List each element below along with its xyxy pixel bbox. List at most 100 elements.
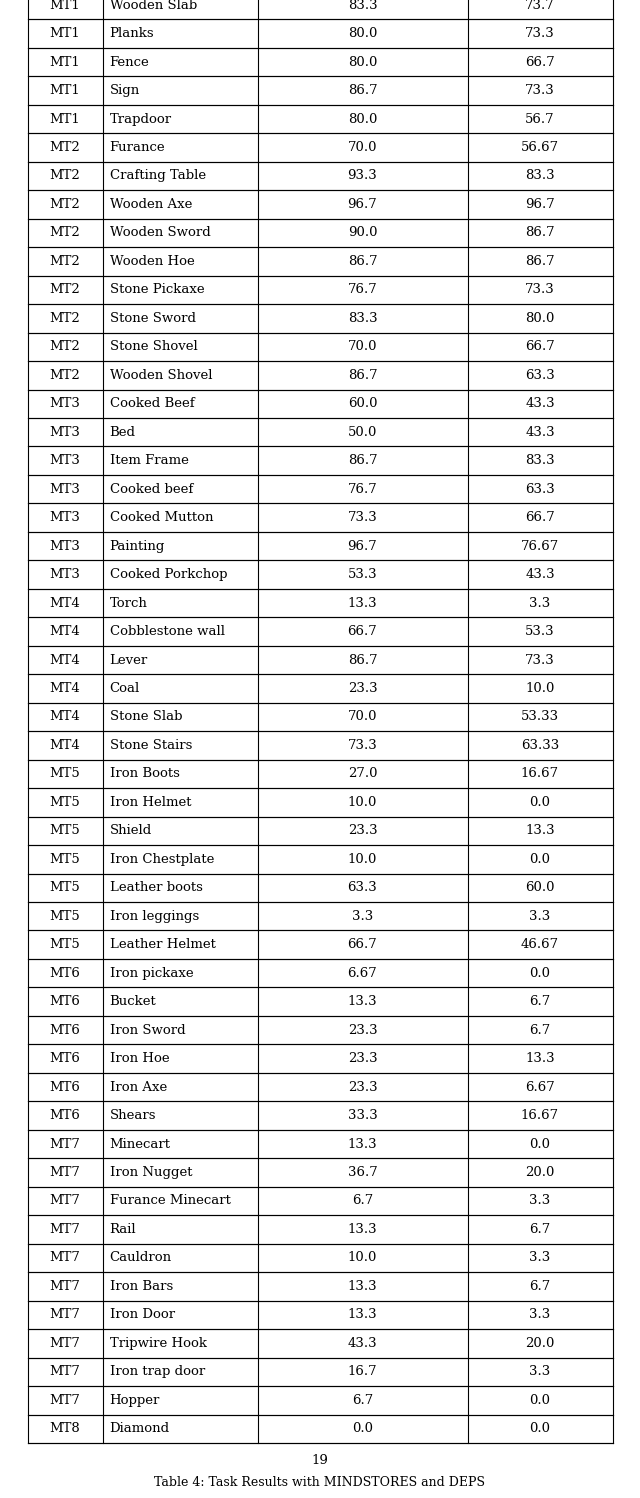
Text: 16.67: 16.67	[521, 1109, 559, 1122]
Text: 23.3: 23.3	[348, 824, 378, 837]
Text: Iron Helmet: Iron Helmet	[109, 795, 191, 809]
Text: 83.3: 83.3	[525, 169, 555, 183]
Text: 53.3: 53.3	[525, 625, 555, 638]
Text: Iron Hoe: Iron Hoe	[109, 1052, 169, 1065]
Text: Wooden Slab: Wooden Slab	[109, 0, 196, 12]
Text: MT1: MT1	[50, 27, 81, 40]
Text: MT2: MT2	[50, 198, 81, 211]
Text: Wooden Shovel: Wooden Shovel	[109, 369, 212, 382]
Text: 13.3: 13.3	[348, 1279, 378, 1293]
Text: 10.0: 10.0	[348, 852, 377, 866]
Text: Cooked Beef: Cooked Beef	[109, 397, 194, 410]
Text: MT2: MT2	[50, 169, 81, 183]
Text: MT7: MT7	[49, 1137, 81, 1150]
Text: Stone Shovel: Stone Shovel	[109, 340, 197, 354]
Text: Iron Axe: Iron Axe	[109, 1080, 167, 1094]
Text: Lever: Lever	[109, 653, 148, 667]
Text: Iron Sword: Iron Sword	[109, 1023, 185, 1037]
Text: Iron trap door: Iron trap door	[109, 1365, 205, 1378]
Text: 10.0: 10.0	[525, 682, 555, 695]
Text: 66.7: 66.7	[525, 340, 555, 354]
Text: 0.0: 0.0	[529, 966, 550, 980]
Text: MT3: MT3	[49, 511, 81, 524]
Text: 0.0: 0.0	[529, 852, 550, 866]
Text: 73.7: 73.7	[525, 0, 555, 12]
Text: MT2: MT2	[50, 340, 81, 354]
Text: 90.0: 90.0	[348, 226, 377, 240]
Text: Tripwire Hook: Tripwire Hook	[109, 1336, 207, 1350]
Text: 86.7: 86.7	[348, 454, 378, 467]
Text: 43.3: 43.3	[348, 1336, 378, 1350]
Text: 96.7: 96.7	[348, 198, 378, 211]
Text: 83.3: 83.3	[348, 0, 378, 12]
Text: Stone Sword: Stone Sword	[109, 312, 195, 325]
Text: MT7: MT7	[49, 1165, 81, 1179]
Text: 3.3: 3.3	[352, 909, 373, 923]
Text: Painting: Painting	[109, 539, 165, 553]
Text: Hopper: Hopper	[109, 1393, 160, 1407]
Text: MT6: MT6	[49, 966, 81, 980]
Text: MT4: MT4	[50, 739, 81, 752]
Text: MT7: MT7	[49, 1393, 81, 1407]
Text: MT4: MT4	[50, 625, 81, 638]
Text: 33.3: 33.3	[348, 1109, 378, 1122]
Text: 13.3: 13.3	[348, 995, 378, 1008]
Text: Planks: Planks	[109, 27, 154, 40]
Text: Cooked beef: Cooked beef	[109, 482, 193, 496]
Text: Fence: Fence	[109, 55, 149, 69]
Text: 86.7: 86.7	[348, 369, 378, 382]
Text: MT1: MT1	[50, 0, 81, 12]
Text: 0.0: 0.0	[352, 1422, 373, 1435]
Text: 96.7: 96.7	[525, 198, 555, 211]
Text: Leather boots: Leather boots	[109, 881, 202, 894]
Text: 63.3: 63.3	[348, 881, 378, 894]
Text: Wooden Axe: Wooden Axe	[109, 198, 192, 211]
Text: 73.3: 73.3	[525, 84, 555, 97]
Text: Stone Stairs: Stone Stairs	[109, 739, 192, 752]
Text: 20.0: 20.0	[525, 1336, 555, 1350]
Text: 43.3: 43.3	[525, 397, 555, 410]
Text: MT2: MT2	[50, 283, 81, 297]
Text: 73.3: 73.3	[348, 511, 378, 524]
Text: 50.0: 50.0	[348, 425, 377, 439]
Text: 3.3: 3.3	[529, 909, 550, 923]
Text: 3.3: 3.3	[529, 1251, 550, 1264]
Text: 10.0: 10.0	[348, 795, 377, 809]
Text: 23.3: 23.3	[348, 1080, 378, 1094]
Text: 36.7: 36.7	[348, 1165, 378, 1179]
Text: 3.3: 3.3	[529, 1365, 550, 1378]
Text: MT7: MT7	[49, 1251, 81, 1264]
Text: 6.7: 6.7	[529, 1279, 550, 1293]
Text: Crafting Table: Crafting Table	[109, 169, 205, 183]
Text: Iron Boots: Iron Boots	[109, 767, 179, 780]
Text: MT6: MT6	[49, 1080, 81, 1094]
Text: MT1: MT1	[50, 112, 81, 126]
Text: 70.0: 70.0	[348, 710, 377, 724]
Text: 76.7: 76.7	[348, 482, 378, 496]
Text: Coal: Coal	[109, 682, 140, 695]
Text: 63.33: 63.33	[521, 739, 559, 752]
Text: 13.3: 13.3	[525, 824, 555, 837]
Text: 23.3: 23.3	[348, 1052, 378, 1065]
Text: 70.0: 70.0	[348, 340, 377, 354]
Text: 70.0: 70.0	[348, 141, 377, 154]
Text: 86.7: 86.7	[525, 226, 555, 240]
Text: 83.3: 83.3	[525, 454, 555, 467]
Text: 3.3: 3.3	[529, 1308, 550, 1321]
Text: Iron Chestplate: Iron Chestplate	[109, 852, 214, 866]
Text: MT1: MT1	[50, 84, 81, 97]
Text: MT6: MT6	[49, 1023, 81, 1037]
Text: MT4: MT4	[50, 596, 81, 610]
Text: Cooked Mutton: Cooked Mutton	[109, 511, 213, 524]
Text: MT3: MT3	[49, 397, 81, 410]
Text: Iron Door: Iron Door	[109, 1308, 175, 1321]
Text: Item Frame: Item Frame	[109, 454, 188, 467]
Text: 6.7: 6.7	[529, 1023, 550, 1037]
Text: 0.0: 0.0	[529, 1137, 550, 1150]
Text: 6.7: 6.7	[352, 1393, 373, 1407]
Text: Cooked Porkchop: Cooked Porkchop	[109, 568, 227, 581]
Text: 0.0: 0.0	[529, 1393, 550, 1407]
Text: MT4: MT4	[50, 653, 81, 667]
Text: Cobblestone wall: Cobblestone wall	[109, 625, 225, 638]
Text: 3.3: 3.3	[529, 1194, 550, 1207]
